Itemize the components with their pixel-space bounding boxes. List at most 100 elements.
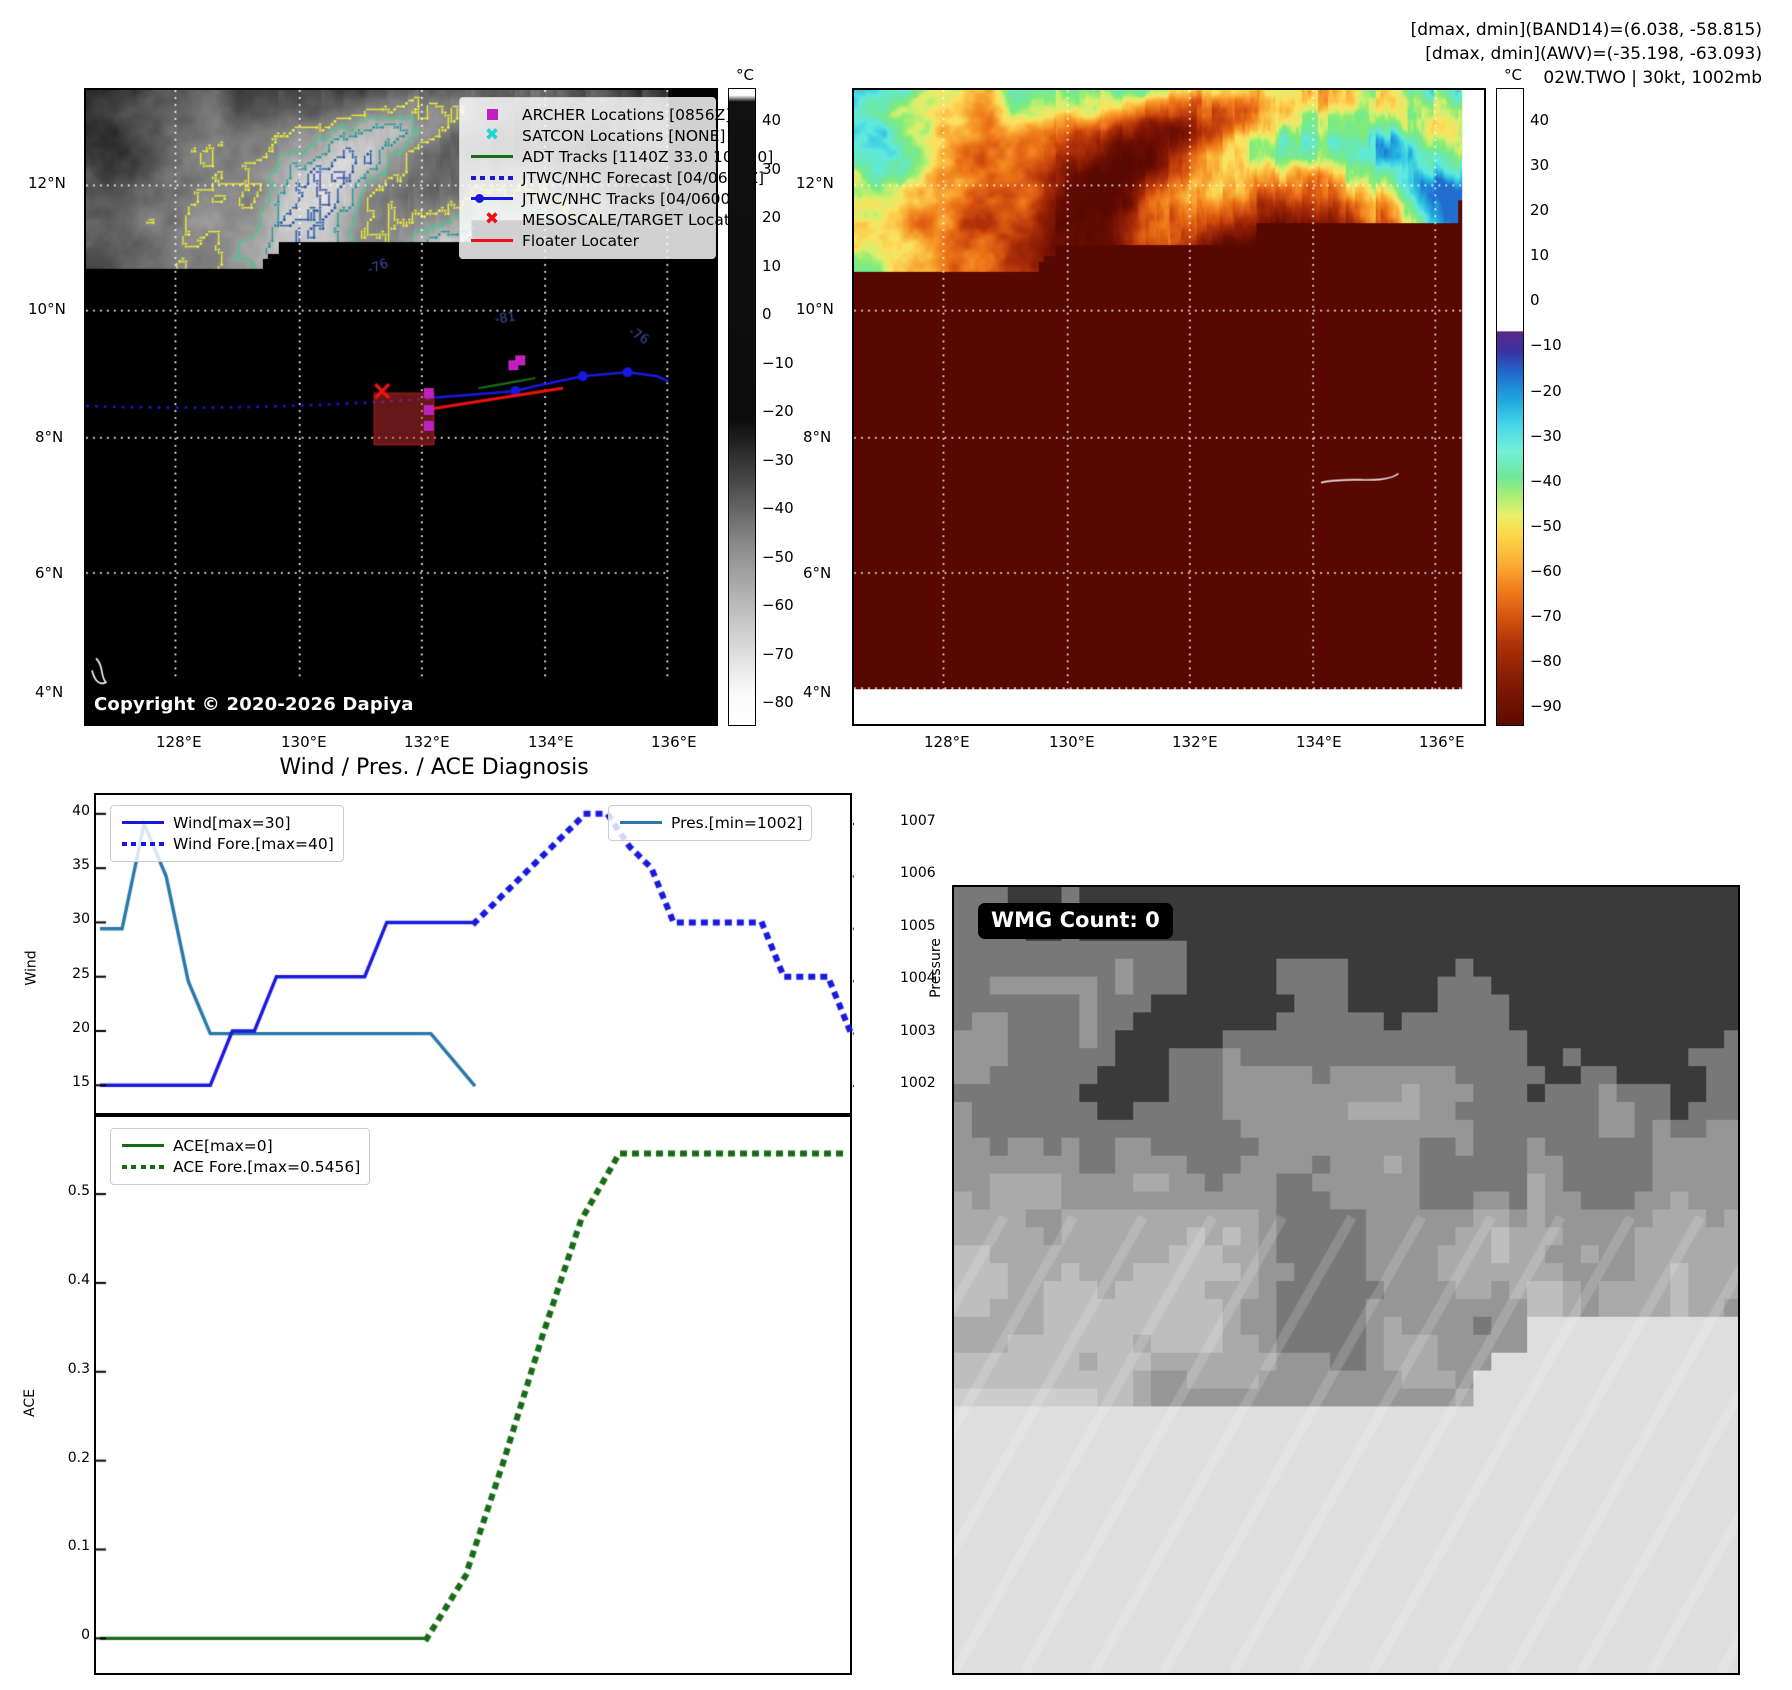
ir-colorbar-tick: −50: [762, 547, 794, 566]
legend-line-icon: [469, 238, 515, 243]
header-stats: [dmax, dmin](BAND14)=(6.038, -58.815) [d…: [1411, 18, 1762, 90]
legend-row: ARCHER Locations [0856Z]: [469, 104, 731, 125]
awv-lon-tick: 134°E: [1296, 733, 1342, 751]
awv-colorbar-tick: 30: [1530, 156, 1550, 175]
awv-colorbar-tick: 0: [1530, 291, 1540, 310]
awv-colorbar-tick: 20: [1530, 201, 1550, 220]
awv-colorbar-tick: −60: [1530, 561, 1562, 580]
wmg-image: [954, 887, 1738, 1673]
ir-lat-tick: 12°N: [28, 174, 66, 192]
awv-lat-tick: 4°N: [803, 683, 832, 701]
legend-dotted-line-icon: [469, 175, 515, 180]
legend-line-icon: [120, 820, 166, 825]
legend-row: ACE Fore.[max=0.5456]: [120, 1156, 360, 1177]
legend-line-icon: [618, 820, 664, 825]
legend-row: Wind[max=30]: [120, 812, 334, 833]
pressure-axis-title: Pressure: [927, 938, 944, 998]
legend-row: ✖ SATCON Locations [NONE]: [469, 125, 726, 146]
ace-tick-label: 0.4: [67, 1271, 90, 1288]
legend-x-icon: ✖: [484, 125, 500, 145]
ir-colorbar-tick: −80: [762, 693, 794, 712]
legend-label: Wind Fore.[max=40]: [173, 834, 334, 853]
awv-colorbar: [1496, 88, 1524, 726]
legend-dotted-line-icon: [120, 1164, 166, 1169]
wind-chart-legend: Wind[max=30] Wind Fore.[max=40]: [110, 805, 344, 862]
legend-row: Wind Fore.[max=40]: [120, 833, 334, 854]
ace-tick-label: 0.2: [67, 1449, 90, 1466]
ir-lon-tick: 132°E: [404, 733, 450, 751]
awv-colorbar-unit: °C: [1504, 66, 1522, 84]
ir-colorbar-tick: 0: [762, 305, 772, 324]
pressure-tick-label: 1002: [900, 1075, 936, 1092]
awv-lon-tick: 136°E: [1419, 733, 1465, 751]
ace-tick-label: 0: [81, 1627, 90, 1644]
copyright-text: Copyright © 2020-2026 Dapiya: [94, 694, 414, 715]
ir-colorbar-tick: 10: [762, 256, 782, 275]
ir-colorbar-tick: −70: [762, 644, 794, 663]
legend-x-icon: ✖: [484, 209, 500, 229]
legend-label: ACE Fore.[max=0.5456]: [173, 1157, 361, 1176]
wind-tick-label: 40: [72, 802, 90, 819]
ir-lat-tick: 6°N: [35, 564, 64, 582]
awv-lat-tick: 12°N: [796, 174, 834, 192]
wind-tick-label: 25: [72, 965, 90, 982]
awv-lon-tick: 130°E: [1049, 733, 1095, 751]
ir-colorbar-tick: 20: [762, 208, 782, 227]
ace-chart[interactable]: [94, 1115, 854, 1677]
pressure-tick-label: 1003: [900, 1022, 936, 1039]
legend-label: Pres.[min=1002]: [671, 813, 803, 832]
ir-colorbar-tick: −60: [762, 596, 794, 615]
storm-info: 02W.TWO | 30kt, 1002mb: [1543, 68, 1762, 89]
legend-line-marker-icon: [469, 194, 515, 203]
awv-colorbar-tick: −20: [1530, 381, 1562, 400]
ir-lat-tick: 4°N: [35, 683, 64, 701]
ir-colorbar-tick: −40: [762, 499, 794, 518]
ir-lon-tick: 130°E: [281, 733, 327, 751]
awv-colorbar-tick: −90: [1530, 697, 1562, 716]
awv-colorbar-tick: 10: [1530, 246, 1550, 265]
pressure-tick-label: 1005: [900, 917, 936, 934]
ir-colorbar-tick: −10: [762, 353, 794, 372]
diagnosis-title: Wind / Pres. / ACE Diagnosis: [279, 755, 589, 780]
ace-tick-label: 0.5: [67, 1183, 90, 1200]
awv-colorbar-tick: −70: [1530, 606, 1562, 625]
wind-tick-label: 35: [72, 857, 90, 874]
awv-satellite-image: [854, 90, 1484, 724]
legend-label: Wind[max=30]: [173, 813, 291, 832]
legend-line-icon: [469, 154, 515, 159]
awv-lon-tick: 132°E: [1172, 733, 1218, 751]
dmax-band14: [dmax, dmin](BAND14)=(6.038, -58.815): [1410, 20, 1762, 40]
awv-colorbar-tick: −40: [1530, 471, 1562, 490]
awv-lon-tick: 128°E: [924, 733, 970, 751]
legend-row: Pres.[min=1002]: [618, 812, 802, 833]
wmg-count-badge: WMG Count: 0: [978, 903, 1173, 939]
awv-colorbar-tick: 40: [1530, 111, 1550, 129]
legend-row: JTWC/NHC Tracks [04/0600Z]: [469, 188, 747, 209]
legend-label: JTWC/NHC Tracks [04/0600Z]: [522, 189, 748, 208]
wmg-panel[interactable]: [952, 885, 1740, 1675]
legend-dotted-line-icon: [120, 841, 166, 846]
awv-colorbar-tick: −80: [1530, 652, 1562, 671]
awv-target-panel[interactable]: [852, 88, 1486, 726]
ir-lon-tick: 136°E: [651, 733, 697, 751]
legend-label: ADT Tracks [1140Z 33.0 1006.0]: [522, 147, 774, 166]
ir-colorbar-tick: 40: [762, 111, 782, 129]
pressure-tick-label: 1007: [900, 812, 936, 829]
pressure-tick-label: 1004: [900, 970, 936, 987]
ace-plot-area: [96, 1117, 854, 1677]
legend-label: JTWC/NHC Forecast [04/0600Z]: [522, 168, 765, 187]
ir-lat-tick: 8°N: [35, 428, 64, 446]
ir-colorbar: [728, 88, 756, 726]
pressure-chart-legend: Pres.[min=1002]: [608, 805, 813, 841]
ir-colorbar-unit: °C: [736, 66, 754, 84]
ace-tick-label: 0.3: [67, 1360, 90, 1377]
ir-colorbar-tick: 30: [762, 159, 782, 178]
wind-tick-label: 20: [72, 1020, 90, 1036]
legend-label: Floater Locater: [522, 231, 639, 250]
awv-colorbar-tick: −30: [1530, 426, 1562, 445]
legend-label: ACE[max=0]: [173, 1136, 273, 1155]
wind-axis-title: Wind: [23, 950, 40, 986]
ace-tick-label: 0.1: [67, 1538, 90, 1555]
awv-lat-tick: 6°N: [803, 564, 832, 582]
